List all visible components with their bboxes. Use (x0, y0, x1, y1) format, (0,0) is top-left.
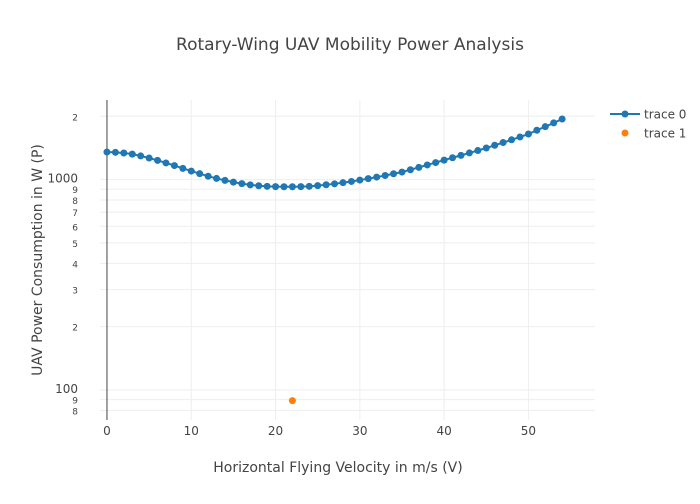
data-point (255, 182, 263, 190)
legend-item[interactable]: trace 0 (610, 108, 686, 122)
data-point (356, 176, 364, 184)
data-point (137, 152, 145, 160)
data-point (499, 139, 507, 147)
data-point (474, 147, 482, 155)
data-point (415, 163, 423, 171)
y-tick-label: 8 (72, 407, 78, 417)
data-point (103, 148, 111, 156)
data-point (179, 164, 187, 172)
y-tick-label: 1000 (47, 172, 78, 186)
data-point (482, 144, 490, 152)
y-tick-label: 6 (72, 223, 78, 233)
x-tick-label: 50 (521, 424, 536, 438)
y-tick-label: 9 (72, 397, 78, 407)
data-point (154, 156, 162, 164)
legend-marker-icon (621, 110, 629, 118)
data-point (238, 180, 246, 188)
data-point (111, 148, 119, 156)
data-point (322, 181, 330, 189)
data-point (550, 119, 558, 127)
data-point (162, 159, 170, 167)
data-point (516, 133, 524, 141)
y-tick-label: 100 (55, 382, 78, 396)
data-point (314, 182, 322, 190)
data-point (288, 183, 296, 191)
data-point (263, 182, 271, 190)
data-point (305, 182, 313, 190)
data-point (145, 154, 153, 162)
data-point (440, 156, 448, 164)
y-tick-label: 4 (72, 260, 78, 270)
legend-marker-icon (621, 129, 629, 137)
data-point (229, 178, 237, 186)
data-point (297, 183, 305, 191)
data-point (390, 170, 398, 178)
data-point (449, 154, 457, 162)
x-tick-label: 30 (352, 424, 367, 438)
data-point (196, 170, 204, 178)
data-point (128, 150, 136, 158)
data-point (533, 126, 541, 134)
data-point (272, 183, 280, 191)
data-point (541, 123, 549, 131)
data-point (508, 136, 516, 144)
data-point (432, 159, 440, 167)
data-point (280, 183, 288, 191)
gridlines (100, 100, 595, 420)
data-point (331, 180, 339, 188)
data-point (558, 115, 566, 123)
series-line-trace-0 (106, 118, 563, 188)
data-point (524, 130, 532, 138)
legend: trace 0 trace 1 (610, 108, 686, 141)
y-tick-label: 3 (72, 287, 78, 297)
data-point (170, 162, 178, 170)
data-point (373, 173, 381, 181)
x-tick-label: 20 (268, 424, 283, 438)
legend-item[interactable]: trace 1 (621, 127, 687, 141)
x-axis-label: Horizontal Flying Velocity in m/s (V) (213, 460, 462, 476)
chart-title: Rotary-Wing UAV Mobility Power Analysis (176, 35, 524, 55)
data-point (246, 181, 254, 189)
data-point (339, 179, 347, 187)
y-tick-label: 2 (72, 113, 78, 123)
data-point (457, 151, 465, 159)
y-axis-label: UAV Power Consumption in W (P) (30, 144, 46, 376)
data-point (398, 168, 406, 176)
y-tick-label: 2 (72, 324, 78, 334)
data-marks (103, 115, 566, 405)
data-point (364, 175, 372, 183)
data-point (120, 149, 128, 157)
data-point (423, 161, 431, 169)
y-tick-label: 5 (72, 240, 78, 250)
y-tick-label: 9 (72, 186, 78, 196)
x-tick-label: 10 (184, 424, 199, 438)
y-tick-label: 8 (72, 197, 78, 207)
data-point (406, 166, 414, 174)
data-point (491, 141, 499, 149)
legend-label: trace 1 (644, 127, 686, 141)
data-point (221, 176, 229, 184)
data-point (381, 171, 389, 179)
data-point (187, 167, 195, 175)
data-point (213, 174, 221, 182)
x-tick-label: 40 (436, 424, 451, 438)
x-tick-label: 0 (103, 424, 111, 438)
legend-label: trace 0 (644, 108, 686, 122)
data-point (204, 172, 212, 180)
data-point (347, 177, 355, 185)
data-point (465, 149, 473, 157)
y-tick-label: 7 (72, 209, 78, 219)
data-point (288, 397, 296, 405)
